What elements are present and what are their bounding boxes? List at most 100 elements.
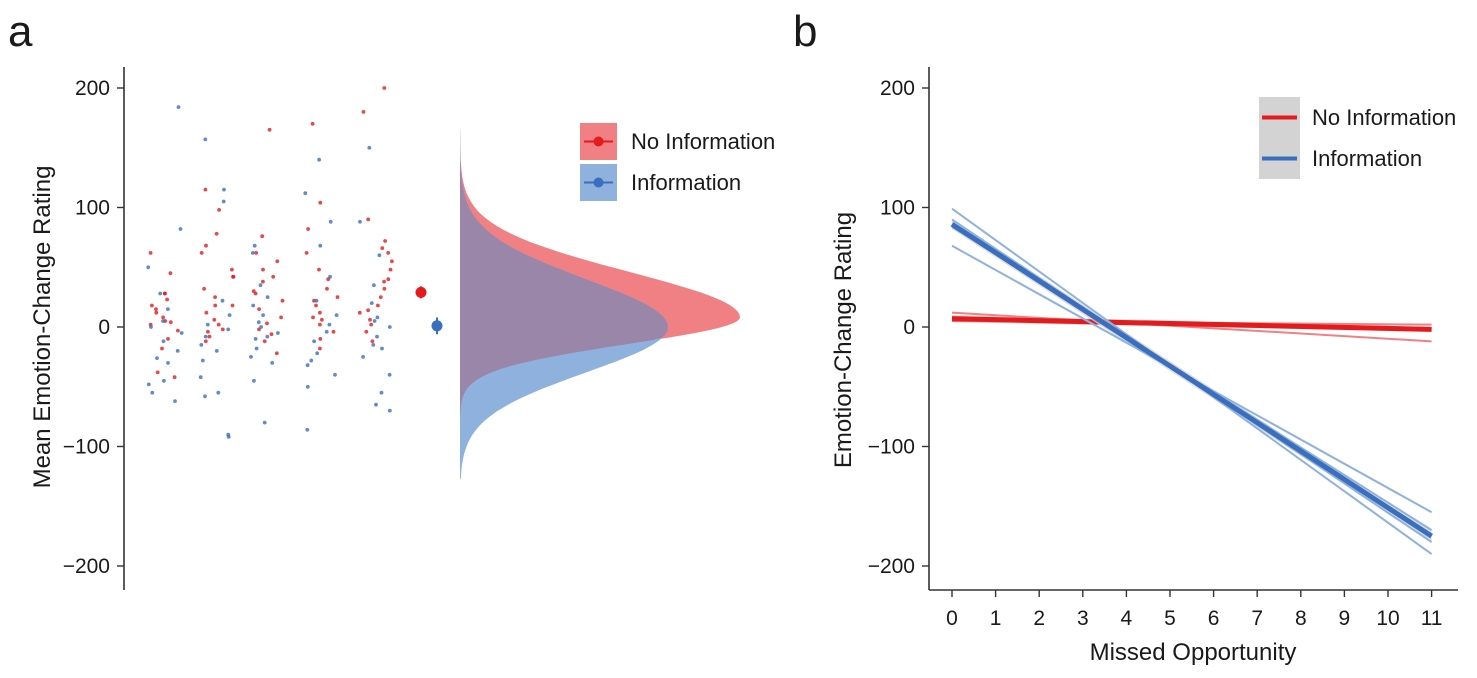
point-no-information: [165, 297, 170, 302]
legend-dot-no-information: [593, 136, 604, 147]
point-no-information: [155, 370, 160, 375]
point-no-information: [154, 307, 158, 311]
point-no-information: [176, 328, 180, 333]
point-no-information: [382, 86, 387, 90]
point-information: [379, 390, 384, 395]
point-information: [265, 334, 270, 339]
x-tick-label: 3: [1077, 607, 1089, 630]
point-no-information: [382, 279, 386, 284]
point-information: [333, 372, 337, 377]
point-no-information: [317, 267, 321, 272]
point-no-information: [161, 315, 166, 320]
point-information: [253, 337, 258, 341]
point-information: [312, 339, 316, 344]
point-no-information: [163, 291, 167, 296]
point-information: [252, 378, 256, 383]
point-information: [149, 325, 153, 329]
point-information: [161, 339, 166, 344]
point-information: [216, 390, 221, 395]
point-information: [166, 307, 170, 311]
point-information: [162, 378, 166, 383]
point-no-information: [306, 227, 310, 231]
point-information: [328, 274, 332, 279]
means-layer: [415, 286, 443, 335]
point-no-information: [204, 243, 208, 248]
point-no-information: [335, 295, 340, 299]
y-tick-label: 0: [903, 316, 915, 339]
point-no-information: [220, 327, 225, 332]
point-no-information: [380, 246, 385, 251]
point-information: [305, 363, 310, 368]
y-tick-label: −100: [868, 436, 915, 459]
point-information: [203, 334, 208, 339]
point-information: [203, 137, 208, 142]
point-information: [173, 399, 177, 403]
point-information: [318, 243, 323, 248]
point-information: [317, 157, 321, 162]
point-information: [270, 361, 275, 365]
point-information: [367, 145, 372, 150]
x-ticks: 0 1 2 3 4 5 6 7 8 9 10 11: [946, 590, 1443, 630]
mean-point-no-information: [415, 286, 427, 298]
point-information: [372, 283, 376, 288]
point-information: [314, 298, 319, 303]
point-information: [265, 295, 270, 299]
point-information: [334, 313, 339, 317]
point-no-information: [206, 329, 210, 334]
point-information: [166, 361, 170, 365]
point-no-information: [199, 251, 204, 255]
point-no-information: [203, 187, 208, 192]
point-no-information: [213, 295, 218, 299]
panel-a-letter: a: [8, 7, 33, 56]
mean-point-information: [431, 320, 443, 332]
point-no-information: [230, 267, 234, 272]
point-no-information: [314, 303, 318, 308]
x-tick-label: 4: [1121, 607, 1133, 630]
point-information: [309, 358, 314, 363]
point-no-information: [279, 315, 283, 320]
point-information: [198, 375, 203, 380]
point-information: [372, 319, 377, 323]
point-no-information: [364, 329, 369, 334]
point-no-information: [311, 315, 315, 320]
point-no-information: [331, 329, 336, 334]
density-overlap: [460, 46, 668, 417]
panel-b: 200 100 0 −100 −200 0 1 2 3 4 5 6 7 8 9 10 11 Emoti…: [830, 67, 1458, 666]
point-no-information: [267, 127, 272, 132]
point-information: [200, 358, 205, 363]
point-information: [258, 283, 263, 288]
point-no-information: [212, 317, 217, 322]
y-tick-label: 100: [75, 197, 110, 220]
point-information: [374, 402, 378, 407]
point-no-information: [310, 121, 315, 126]
point-no-information: [386, 251, 391, 255]
point-information: [178, 227, 183, 231]
point-information: [387, 325, 392, 329]
x-tick-label: 0: [946, 607, 958, 630]
point-information: [199, 343, 204, 347]
point-information: [276, 331, 280, 335]
legend-label: Information: [1312, 146, 1422, 171]
point-information: [375, 315, 380, 320]
point-no-information: [168, 271, 173, 276]
point-information: [369, 301, 374, 305]
point-no-information: [366, 217, 371, 222]
legend-label: No Information: [631, 129, 775, 154]
point-information: [328, 219, 333, 224]
point-no-information: [320, 317, 324, 322]
x-tick-label: 7: [1251, 607, 1263, 630]
replicate-line-no-information: [951, 311, 1432, 343]
point-no-information: [265, 321, 269, 326]
x-tick-label: 11: [1421, 607, 1443, 630]
point-no-information: [376, 303, 380, 308]
x-tick-label: 6: [1208, 607, 1220, 630]
point-no-information: [260, 234, 265, 239]
point-no-information: [368, 317, 372, 322]
point-no-information: [390, 259, 394, 264]
point-no-information: [318, 310, 322, 315]
point-information: [249, 355, 253, 359]
point-no-information: [370, 339, 375, 344]
point-no-information: [274, 351, 279, 356]
point-no-information: [172, 375, 177, 380]
